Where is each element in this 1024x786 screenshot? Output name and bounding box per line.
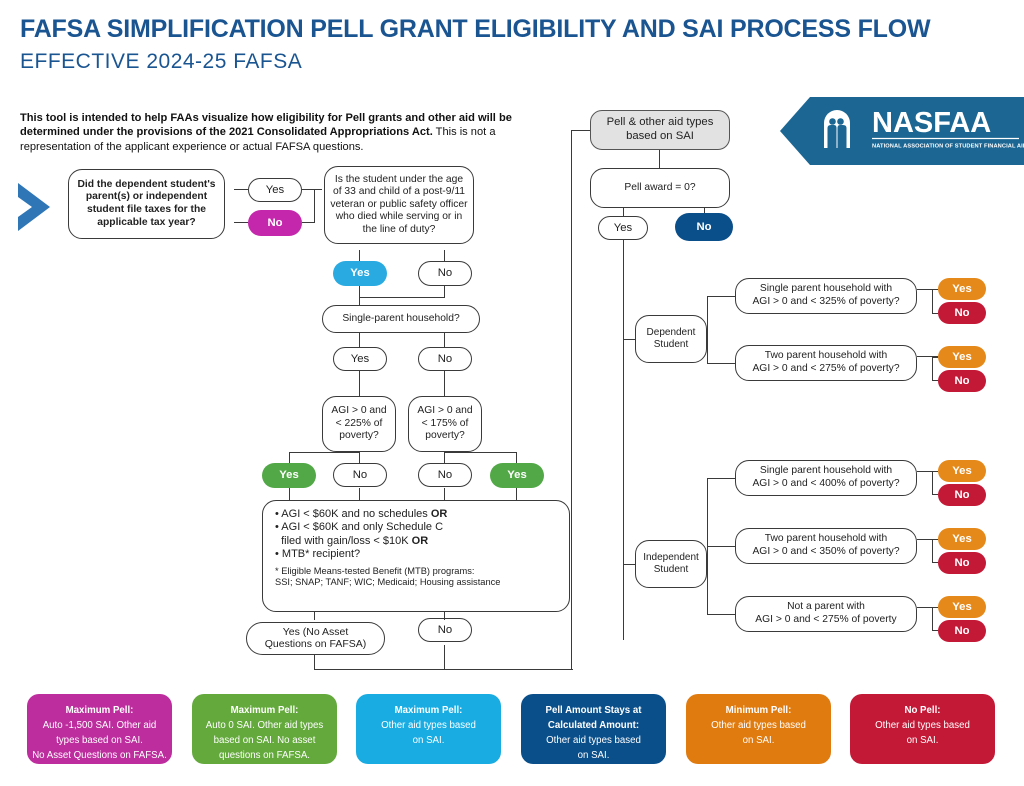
svg-text:NATIONAL ASSOCIATION OF STUDEN: NATIONAL ASSOCIATION OF STUDENT FINANCIA… [872,144,1024,150]
svg-text:NASFAA: NASFAA [872,107,991,139]
